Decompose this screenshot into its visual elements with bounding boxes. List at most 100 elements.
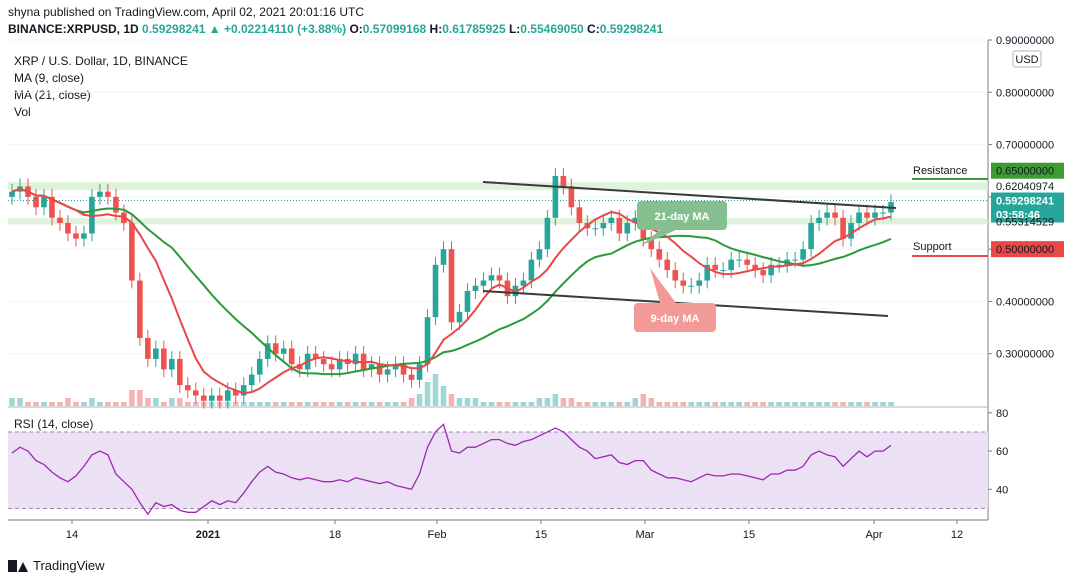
candle-body	[872, 212, 878, 218]
candle-body	[472, 285, 479, 291]
y-tick-label: 0.80000000	[996, 87, 1054, 99]
candle-body	[129, 223, 135, 281]
rsi-line	[11, 423, 892, 516]
volume-bar	[728, 402, 734, 406]
price-change: ▲ +0.02214110 (+3.88%)	[208, 22, 347, 36]
last-price: 0.59298241	[142, 22, 206, 36]
candle-body	[576, 207, 583, 223]
candle-body	[416, 364, 423, 380]
candle-body	[608, 217, 615, 223]
candle-body	[328, 364, 335, 370]
candle-body	[105, 191, 111, 197]
candle-body	[448, 249, 455, 323]
ma21-callout-label: 21-day MA	[654, 211, 709, 223]
volume-bar	[752, 402, 758, 406]
volume-bar	[153, 398, 159, 406]
candle-body	[440, 249, 447, 265]
tradingview-logo-icon	[8, 559, 28, 572]
volume-bar	[600, 402, 607, 406]
resistance-annotation: Resistance	[913, 165, 967, 177]
candle-body	[856, 212, 862, 223]
candle-body	[392, 364, 399, 370]
volume-bar	[416, 394, 423, 406]
volume-bar	[384, 402, 391, 406]
volume-bar	[712, 402, 718, 406]
volume-bar	[576, 402, 583, 406]
close-label: C:	[587, 22, 600, 36]
candle-body	[185, 385, 191, 391]
candle-body	[712, 264, 718, 271]
x-tick-label: 14	[66, 529, 78, 541]
publisher-text: shyna published on TradingView.com, Apri…	[8, 5, 365, 19]
candle-body	[264, 343, 271, 359]
volume-bar	[744, 402, 750, 406]
candle-body	[57, 217, 63, 223]
countdown-tag: 03:58:46	[996, 210, 1040, 222]
currency-button[interactable]	[1012, 50, 1042, 68]
volume-bar	[768, 402, 774, 406]
volume-bar	[169, 398, 175, 406]
volume-bar	[832, 402, 838, 406]
candle-body	[352, 353, 359, 365]
candle-body	[336, 358, 343, 370]
ma9-callout-label: 9-day MA	[651, 313, 700, 325]
rsi-legend[interactable]: RSI (14, close)	[14, 417, 94, 431]
candle-body	[832, 212, 838, 218]
candle-body	[624, 223, 631, 234]
low-value: 0.55469050	[520, 22, 584, 36]
volume-bar	[584, 402, 591, 406]
volume-bar	[352, 402, 359, 406]
volume-bar	[17, 398, 23, 406]
volume-bar	[512, 402, 519, 406]
high-label: H:	[429, 22, 443, 36]
candle-body	[480, 280, 487, 286]
volume-bar	[57, 402, 63, 406]
x-tick-label: Mar	[636, 529, 655, 541]
candle-body	[384, 369, 391, 375]
candle-body	[288, 348, 295, 365]
volume-bar	[824, 402, 830, 406]
candle-body	[73, 233, 79, 239]
volume-bar	[105, 402, 111, 406]
volume-bar	[328, 402, 335, 406]
candle-body	[552, 175, 559, 218]
y-tick-label: 0.90000000	[996, 35, 1054, 47]
volume-bar	[81, 402, 87, 406]
y-tick-label: 0.30000000	[996, 349, 1054, 361]
candle-body	[200, 395, 207, 401]
legend-ma21[interactable]: MA (21, close)	[14, 88, 91, 102]
candle-body	[776, 264, 782, 266]
x-tick-label: 15	[535, 529, 547, 541]
volume-bar	[552, 394, 559, 406]
candle-body	[824, 212, 830, 218]
y-tick-label: 0.70000000	[996, 140, 1054, 152]
legend-ma9[interactable]: MA (9, close)	[14, 71, 85, 85]
ma21-callout	[637, 201, 727, 230]
tradingview-brand[interactable]: TradingView	[8, 558, 105, 573]
candle-body	[760, 270, 766, 276]
candle-body	[672, 270, 679, 281]
candle-body	[113, 196, 119, 213]
legend-title[interactable]: XRP / U.S. Dollar, 1D, BINANCE	[14, 54, 188, 68]
volume-bar	[560, 398, 567, 406]
candle-body	[312, 353, 319, 359]
volume-bar	[65, 398, 71, 406]
volume-bar	[856, 402, 862, 406]
volume-bar	[137, 390, 143, 406]
candle-body	[368, 364, 375, 370]
volume-bar	[808, 402, 814, 406]
volume-bar	[696, 402, 703, 406]
candle-body	[320, 358, 327, 365]
volume-bar	[568, 398, 575, 406]
volume-bar	[800, 402, 806, 406]
upper-trendline	[482, 181, 897, 209]
volume-bar	[296, 402, 303, 406]
candle-body	[736, 259, 742, 261]
candle-body	[424, 317, 431, 365]
candle-body	[728, 259, 734, 271]
candle-body	[41, 196, 47, 208]
legend-vol[interactable]: Vol	[14, 105, 31, 119]
volume-bar	[97, 402, 103, 406]
volume-bar	[632, 398, 639, 406]
